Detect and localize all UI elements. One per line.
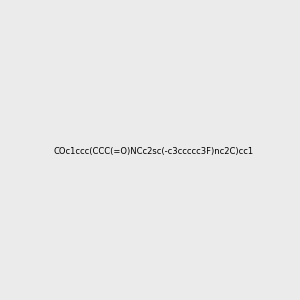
Text: COc1ccc(CCC(=O)NCc2sc(-c3ccccc3F)nc2C)cc1: COc1ccc(CCC(=O)NCc2sc(-c3ccccc3F)nc2C)cc… — [54, 147, 254, 156]
